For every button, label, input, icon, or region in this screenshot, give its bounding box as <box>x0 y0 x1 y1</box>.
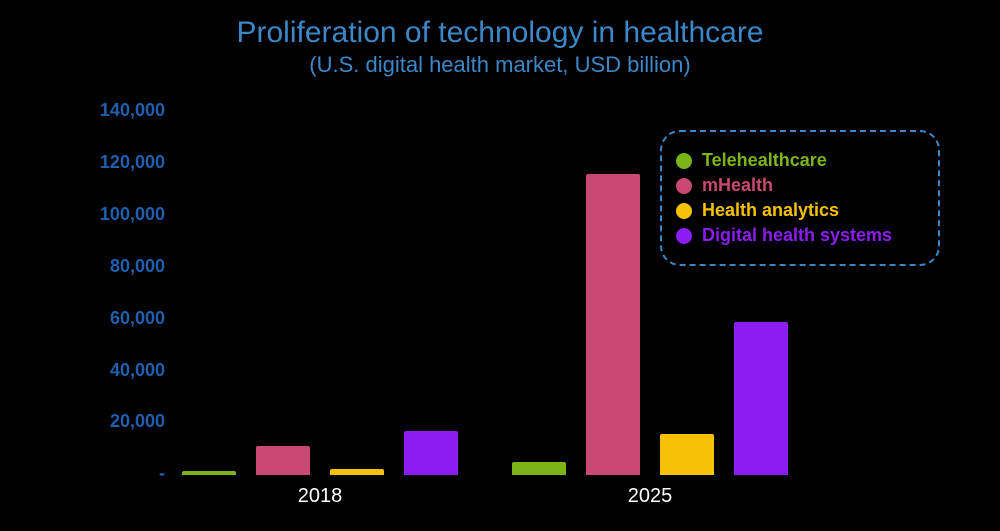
legend-swatch-icon <box>676 203 692 219</box>
bar-digital_health_systems <box>404 431 458 475</box>
chart-subtitle: (U.S. digital health market, USD billion… <box>0 52 1000 78</box>
legend-item-telehealthcare: Telehealthcare <box>676 150 924 171</box>
legend-label: mHealth <box>702 175 773 196</box>
y-tick-label: - <box>80 463 165 484</box>
bar-mhealth <box>586 174 640 475</box>
legend-item-digital_health_systems: Digital health systems <box>676 225 924 246</box>
chart-container: Proliferation of technology in healthcar… <box>0 0 1000 531</box>
legend-label: Health analytics <box>702 200 839 221</box>
legend-item-mhealth: mHealth <box>676 175 924 196</box>
bar-digital_health_systems <box>734 322 788 475</box>
y-tick-label: 20,000 <box>80 411 165 432</box>
y-tick-label: 60,000 <box>80 308 165 329</box>
bar-health_analytics <box>330 469 384 475</box>
bar-telehealthcare <box>182 471 236 475</box>
y-tick-label: 40,000 <box>80 360 165 381</box>
legend-swatch-icon <box>676 153 692 169</box>
legend-swatch-icon <box>676 228 692 244</box>
bar-mhealth <box>256 446 310 475</box>
y-tick-label: 80,000 <box>80 256 165 277</box>
y-tick-label: 120,000 <box>80 152 165 173</box>
x-tick-label: 2025 <box>628 485 673 508</box>
legend-swatch-icon <box>676 178 692 194</box>
chart-title: Proliferation of technology in healthcar… <box>0 16 1000 50</box>
legend: Telehealthcare mHealth Health analytics Dig… <box>660 130 940 266</box>
y-tick-label: 140,000 <box>80 100 165 121</box>
legend-label: Telehealthcare <box>702 150 827 171</box>
y-tick-label: 100,000 <box>80 204 165 225</box>
bar-telehealthcare <box>512 462 566 475</box>
x-tick-label: 2018 <box>298 485 343 508</box>
legend-item-health_analytics: Health analytics <box>676 200 924 221</box>
legend-label: Digital health systems <box>702 225 892 246</box>
bar-health_analytics <box>660 434 714 475</box>
